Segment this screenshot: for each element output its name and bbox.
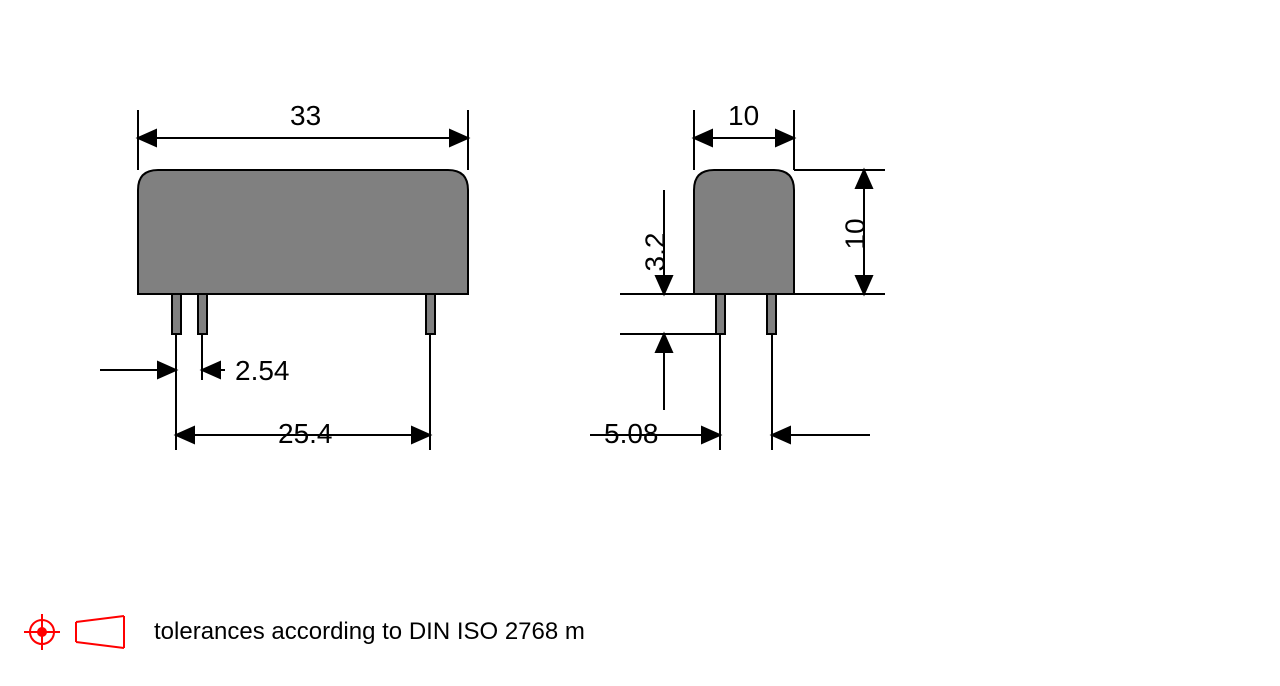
dim-label-33: 33 [290,100,321,132]
side-view [0,0,1280,686]
dim-label-top10: 10 [728,100,759,132]
dim-label-25p4: 25.4 [278,418,333,450]
footer: tolerances according to DIN ISO 2768 m [20,608,585,656]
drawing-canvas: 33 2.54 25.4 10 10 3.2 5.08 tolerances a… [0,0,1280,686]
projection-symbol-icon [20,608,140,656]
dim-label-2p54: 2.54 [235,355,290,387]
side-pin [716,294,725,334]
dim-label-5p08: 5.08 [604,418,659,450]
dim-label-3p2: 3.2 [639,233,671,272]
footer-text: tolerances according to DIN ISO 2768 m [154,618,585,646]
dim-label-h10: 10 [840,218,872,249]
side-body [694,170,794,294]
side-pin [767,294,776,334]
